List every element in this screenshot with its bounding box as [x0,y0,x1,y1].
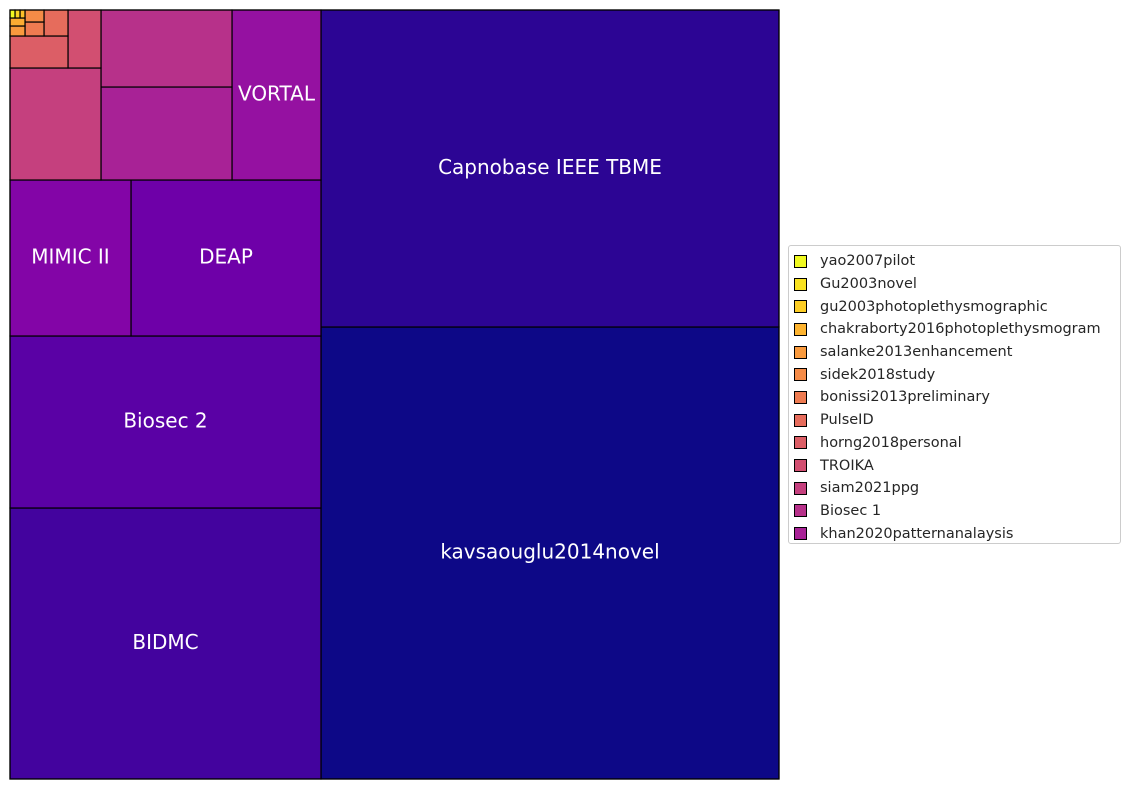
treemap-tile-label: Capnobase IEEE TBME [438,155,662,179]
treemap-tile-siam2021ppg [9,67,102,181]
legend-label: PulseID [820,412,874,429]
legend-item: salanke2013enhancement [794,341,1120,364]
legend-label: gu2003photoplethysmographic [820,298,1048,315]
legend-label: yao2007pilot [820,253,916,270]
legend-item: khan2020patternanalaysis [794,522,1120,545]
legend-swatch [794,277,807,291]
legend-label: TROIKA [820,457,874,474]
treemap-tile-pulseid [43,9,69,37]
treemap-tile-deap [130,179,322,337]
legend-item: TROIKA [794,454,1120,477]
treemap-tile-gu2003photoplethysmographic [19,9,26,19]
treemap-tile-khan2020patternanalaysis [100,86,233,181]
legend-label: Gu2003novel [820,276,917,293]
treemap-tile-bonissi2013preliminary [24,21,45,37]
treemap-tile-sidek2018study [24,9,45,23]
treemap-tile-biosec-2 [9,335,322,509]
legend-swatch [794,459,807,473]
legend-swatch [794,345,807,359]
legend-item: bonissi2013preliminary [794,386,1120,409]
treemap-tile-salanke2013enhancement [9,25,26,37]
legend-item: gu2003photoplethysmographic [794,295,1120,318]
treemap-tile-capnobase-ieee-tbme [320,9,780,328]
legend-swatch [794,300,807,314]
legend-swatch [794,368,807,382]
treemap-tile-vortal [231,9,322,181]
legend-label: salanke2013enhancement [820,344,1013,361]
treemap-tile-gu2003novel [14,9,21,19]
legend-label: khan2020patternanalaysis [820,525,1014,542]
treemap-tile-troika [67,9,102,69]
treemap-tile-label: Biosec 2 [123,409,207,433]
legend-swatch [794,413,807,427]
treemap-tile-yao2007pilot [9,9,16,19]
legend-item: Biosec 1 [794,500,1120,523]
legend-item: chakraborty2016photoplethysmogram [794,318,1120,341]
legend-swatch [794,254,807,268]
treemap-chart: kavsaouglu2014novel Capnobase IEEE TBME BI… [9,9,780,780]
legend-label: horng2018personal [820,434,962,451]
legend-item: yao2007pilot [794,250,1120,273]
legend-item: horng2018personal [794,432,1120,455]
legend-item: siam2021ppg [794,477,1120,500]
treemap-tile-horng2018personal [9,35,69,69]
treemap-tile-label: DEAP [199,245,253,269]
legend-swatch [794,504,807,518]
treemap-tile-label: kavsaouglu2014novel [440,540,659,564]
legend-swatch [794,390,807,404]
legend-item: Gu2003novel [794,273,1120,296]
treemap-tile-mimic-ii [9,179,132,337]
legend-swatch [794,322,807,336]
treemap-tile-chakraborty2016photoplethysmogram [9,17,26,27]
treemap-tile-label: BIDMC [132,630,198,654]
treemap-tile-label: MIMIC II [31,245,109,269]
legend-label: chakraborty2016photoplethysmogram [820,321,1101,338]
treemap-tile-label: VORTAL [238,82,316,106]
legend-label: bonissi2013preliminary [820,389,990,406]
legend-swatch [794,481,807,495]
legend-label: Biosec 1 [820,502,882,519]
legend-item: sidek2018study [794,363,1120,386]
legend-swatch [794,436,807,450]
treemap-tile-kavsaouglu2014novel [320,326,780,780]
legend-swatch [794,527,807,541]
legend-label: sidek2018study [820,366,936,383]
legend-label: siam2021ppg [820,480,920,497]
legend-item: PulseID [794,409,1120,432]
treemap-frame [9,9,780,780]
treemap-tile-biosec-1 [100,9,233,88]
chart-legend: yao2007pilot Gu2003novel gu2003photoplethy… [788,245,1121,544]
